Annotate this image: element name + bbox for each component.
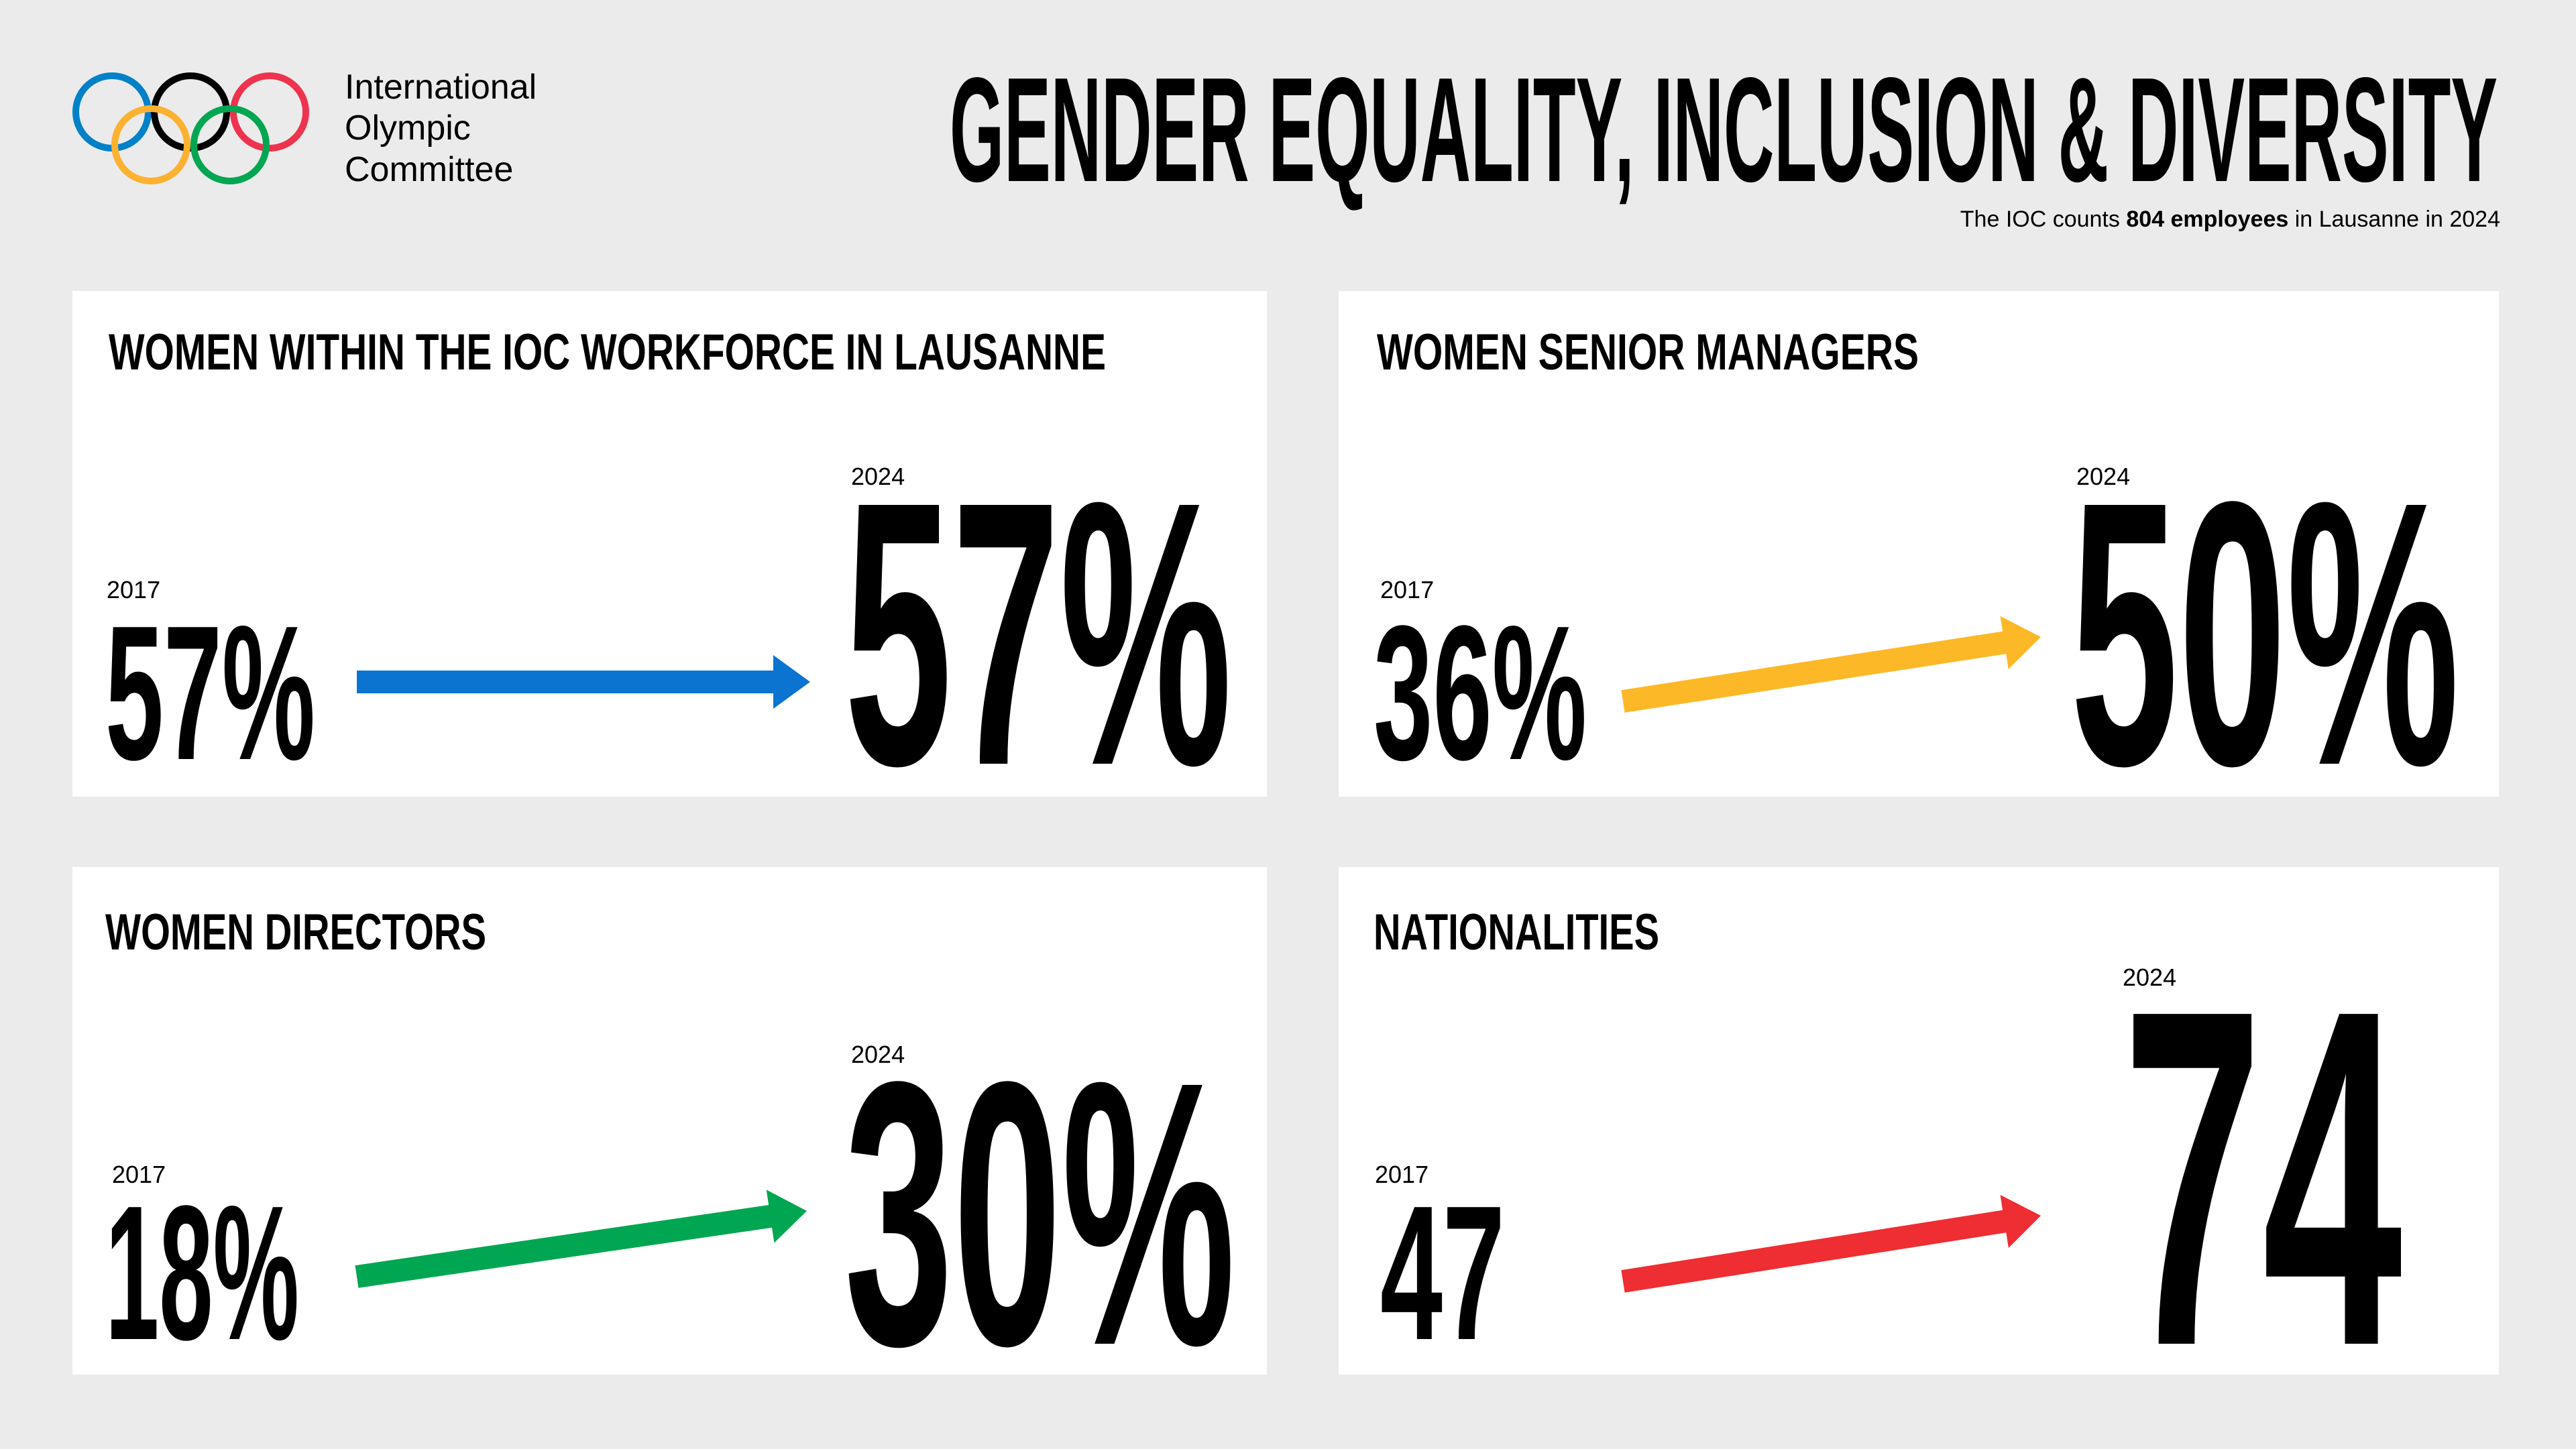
panel <box>1339 291 2499 797</box>
from-year: 2017 <box>1375 1161 1429 1188</box>
to-year: 2024 <box>2123 964 2176 991</box>
subtitle-text: in Lausanne in 2024 <box>2295 207 2500 232</box>
panel <box>1339 867 2499 1375</box>
to-value: 74 <box>2123 910 2404 1446</box>
to-year: 2024 <box>851 1041 905 1068</box>
from-value: 36% <box>1374 585 1587 800</box>
from-year: 2017 <box>107 576 160 603</box>
subtitle-text: The IOC counts <box>1960 207 2120 232</box>
subtitle: The IOC counts 804 employees in Lausanne… <box>1960 207 2500 232</box>
panel-title: WOMEN DIRECTORS <box>105 904 486 961</box>
ring-green <box>190 105 270 184</box>
page-title: GENDER EQUALITY, INCLUSION & DIVERSITY <box>950 47 2498 213</box>
from-year: 2017 <box>112 1161 166 1188</box>
olympic-rings <box>72 72 309 184</box>
panel-title: NATIONALITIES <box>1374 904 1659 961</box>
arrow <box>355 1190 807 1288</box>
from-value: 18% <box>105 1165 299 1380</box>
org-name: Olympic <box>345 109 471 148</box>
from-year: 2017 <box>1380 576 1434 603</box>
to-value: 50% <box>2070 423 2459 844</box>
panel-title: WOMEN WITHIN THE IOC WORKFORCE IN LAUSAN… <box>109 324 1106 381</box>
from-value: 57% <box>105 585 315 800</box>
org-name: International <box>345 68 537 107</box>
subtitle-highlight: 804 employees <box>2126 207 2288 232</box>
ring-yellow <box>111 105 190 184</box>
panels: WOMEN WITHIN THE IOC WORKFORCE IN LAUSAN… <box>72 291 2499 1446</box>
arrow <box>357 655 810 709</box>
arrow <box>1621 616 2041 713</box>
panel <box>72 867 1267 1375</box>
from-value: 47 <box>1380 1165 1505 1380</box>
to-year: 2024 <box>2076 463 2130 490</box>
arrow <box>1621 1195 2041 1293</box>
org-name: Committee <box>345 150 513 189</box>
to-value: 30% <box>844 1003 1235 1424</box>
to-year: 2024 <box>851 463 905 490</box>
to-value: 57% <box>844 423 1232 844</box>
panel <box>72 291 1267 797</box>
panel-title: WOMEN SENIOR MANAGERS <box>1377 324 1919 381</box>
